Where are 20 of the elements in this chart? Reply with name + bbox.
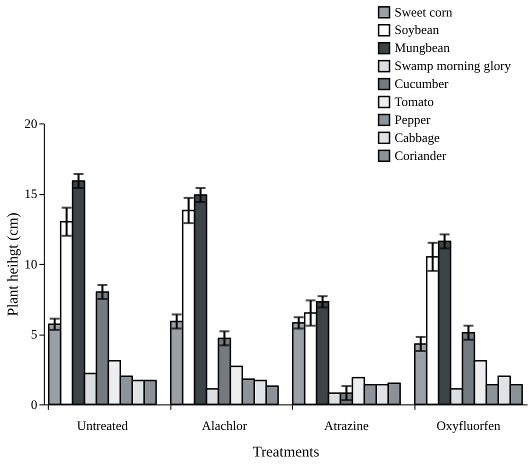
- legend-label: Sweet corn: [394, 4, 453, 20]
- y-tick-label: 15: [24, 186, 38, 202]
- legend-label: Coriander: [394, 148, 447, 163]
- y-tick-label: 20: [24, 116, 38, 131]
- legend-label: Pepper: [394, 112, 432, 127]
- legend-label: Cucumber: [394, 76, 450, 92]
- y-axis-title: Plant heihgt (cm): [5, 212, 22, 316]
- legend-label: Tomato: [394, 94, 434, 109]
- x-tick-label: Alachlor: [202, 418, 248, 433]
- legend-label: Swamp morning glory: [394, 58, 512, 74]
- y-tick-label: 10: [24, 256, 38, 272]
- y-tick-label: 5: [30, 326, 38, 342]
- legend-label: Soybean: [394, 22, 440, 38]
- legend-label: Mungbean: [394, 40, 450, 56]
- y-tick-label: 0: [30, 396, 38, 412]
- x-tick-label: Atrazine: [324, 418, 369, 433]
- x-axis-title: Treatments: [252, 444, 320, 461]
- legend-label: Cabbage: [394, 130, 440, 145]
- x-tick-label: Untreated: [76, 418, 128, 433]
- x-tick-label: Oxyfluorfen: [436, 418, 501, 433]
